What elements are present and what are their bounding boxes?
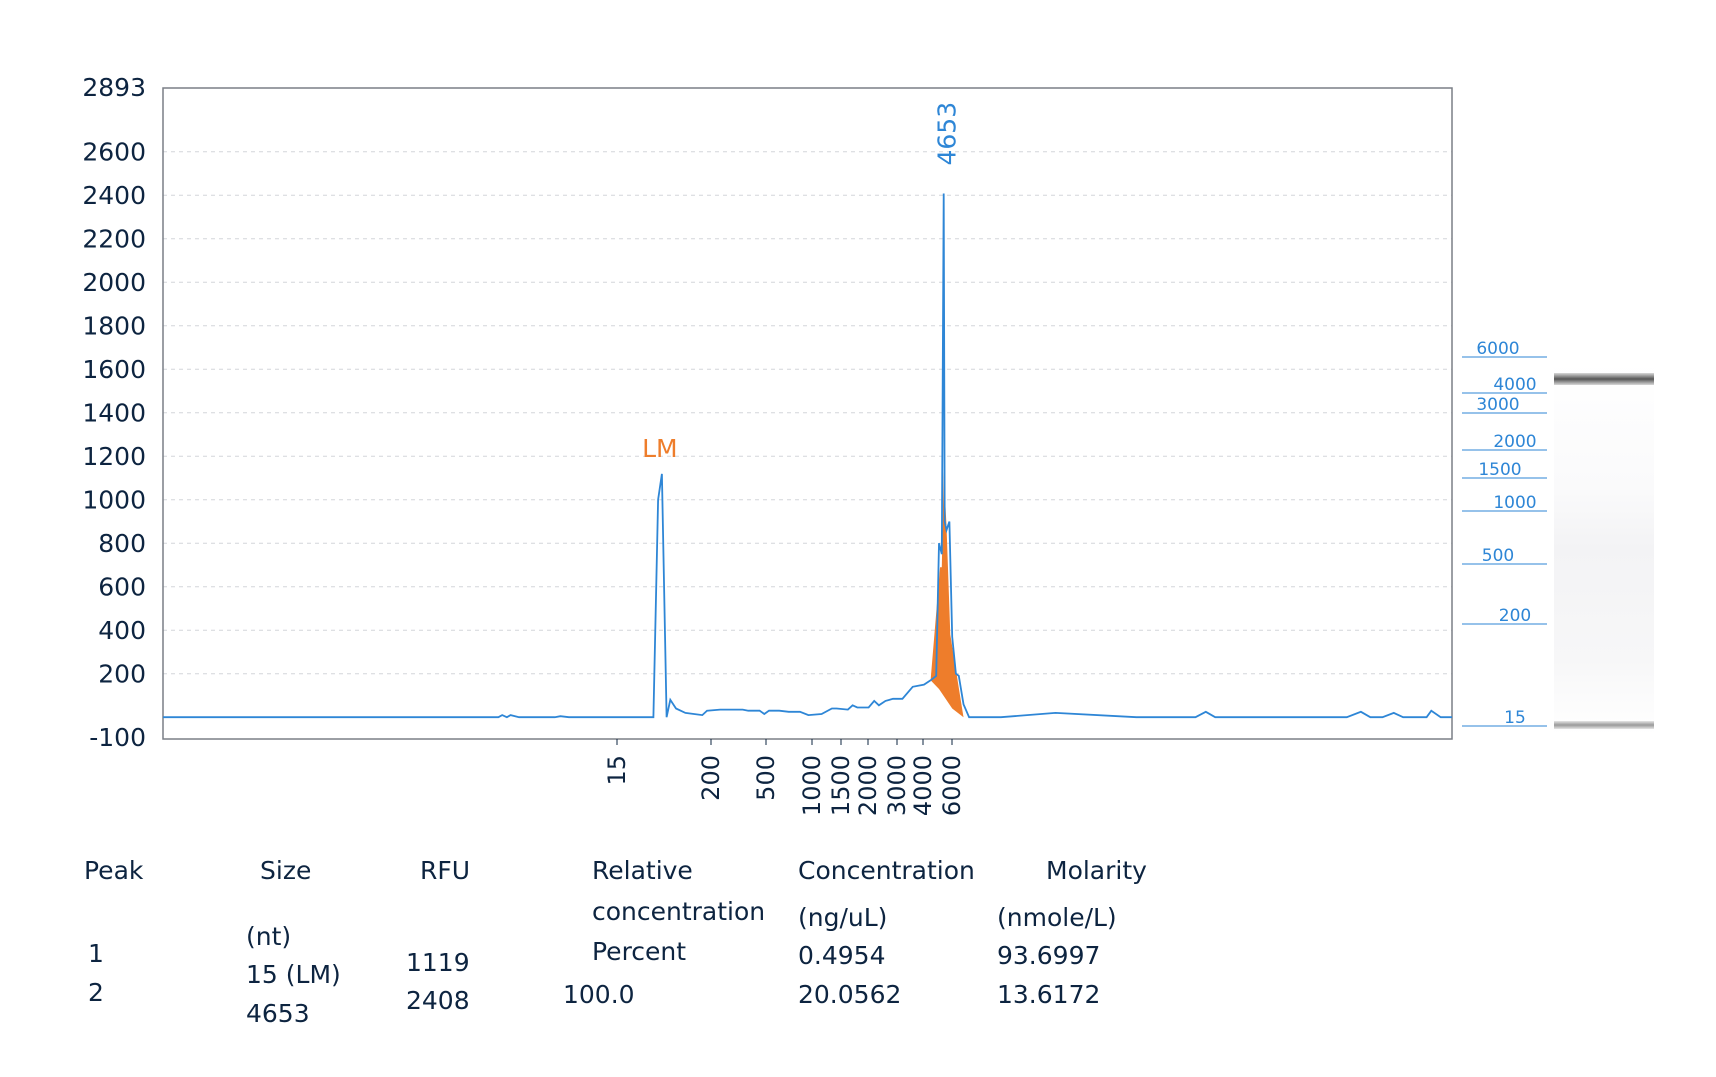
plot-frame: [162, 87, 1453, 740]
header-peak: Peak: [84, 856, 144, 885]
ladder-label: 1000: [1493, 493, 1536, 513]
row1-rfu: 1119: [406, 948, 470, 977]
row2-concentration: 20.0562: [798, 980, 902, 1009]
gel-lane: [1554, 360, 1654, 735]
y-tick-label: 2400: [82, 181, 146, 210]
row2-molarity: 13.6172: [997, 980, 1101, 1009]
peak-annotations: LM 4653: [642, 102, 962, 463]
row1-concentration: 0.4954: [798, 941, 886, 970]
ladder-label: 3000: [1476, 395, 1519, 415]
peak-label-lm: LM: [642, 434, 678, 463]
row2-size: 4653: [246, 999, 310, 1028]
ladder-label: 4000: [1493, 375, 1536, 395]
row1-molarity: 93.6997: [997, 941, 1101, 970]
ladder-label: 1500: [1478, 460, 1521, 480]
header-relative-2: concentration: [592, 897, 766, 926]
header-concentration-unit: (ng/uL): [798, 903, 888, 932]
y-tick-label: 1400: [82, 399, 146, 428]
y-tick-label: 1800: [82, 312, 146, 341]
x-tick-label: 3000: [883, 755, 911, 816]
header-molarity: Molarity: [1046, 856, 1147, 885]
trace-line: [163, 193, 1452, 719]
y-tick-label: 2600: [82, 138, 146, 167]
y-tick-label: 1200: [82, 442, 146, 471]
row1-size: 15 (LM): [246, 960, 341, 989]
ladder-label: 15: [1504, 708, 1526, 728]
gel-band-main: [1554, 373, 1654, 385]
row2-peak: 2: [88, 978, 104, 1007]
ladder-label: 500: [1482, 546, 1514, 566]
x-tick-label: 200: [697, 755, 725, 801]
y-tick-label: 1000: [82, 486, 146, 515]
x-tick-label: 2000: [854, 755, 882, 816]
ladder-label: 6000: [1476, 339, 1519, 359]
y-tick-label: 600: [98, 573, 146, 602]
y-top-label: 2893: [82, 73, 146, 102]
header-relative-1: Relative: [592, 856, 693, 885]
y-tick-label: 2000: [82, 268, 146, 297]
header-rfu: RFU: [420, 856, 471, 885]
y-tick-label: 1600: [82, 355, 146, 384]
y-bottom-label: -100: [89, 723, 146, 752]
y-tick-label: 800: [98, 529, 146, 558]
filled-peak-area: [930, 471, 964, 718]
y-axis-ticks: 200 400 600 800 1000 1200 1400 1600 1800 2000 2200…: [82, 138, 146, 689]
x-tick-label: 4000: [909, 755, 937, 816]
x-tick-label: 1000: [798, 755, 826, 816]
x-tick-label: 6000: [938, 755, 966, 816]
grid-lines: [163, 87, 1452, 675]
row1-peak: 1: [88, 939, 104, 968]
gel-band-marker: [1554, 721, 1654, 729]
header-size-unit: (nt): [246, 922, 292, 951]
header-concentration: Concentration: [798, 856, 975, 885]
header-molarity-unit: (nmole/L): [997, 903, 1117, 932]
ladder-label: 2000: [1493, 432, 1536, 452]
header-size: Size: [260, 856, 312, 885]
x-tick-label: 1500: [827, 755, 855, 816]
y-tick-label: 200: [98, 660, 146, 689]
header-relative-3: Percent: [592, 937, 687, 966]
row2-rfu: 2408: [406, 986, 470, 1015]
y-tick-label: 2200: [82, 225, 146, 254]
electropherogram-chart: 200 400 600 800 1000 1200 1400 1600 1800 2000 2200…: [82, 73, 1654, 816]
x-tick-label: 500: [752, 755, 780, 801]
y-tick-label: 400: [98, 616, 146, 645]
x-tick-label: 15: [603, 755, 631, 786]
row2-relative: 100.0: [563, 980, 635, 1009]
ladder-label: 200: [1499, 606, 1531, 626]
peak-label-size: 4653: [933, 102, 962, 166]
